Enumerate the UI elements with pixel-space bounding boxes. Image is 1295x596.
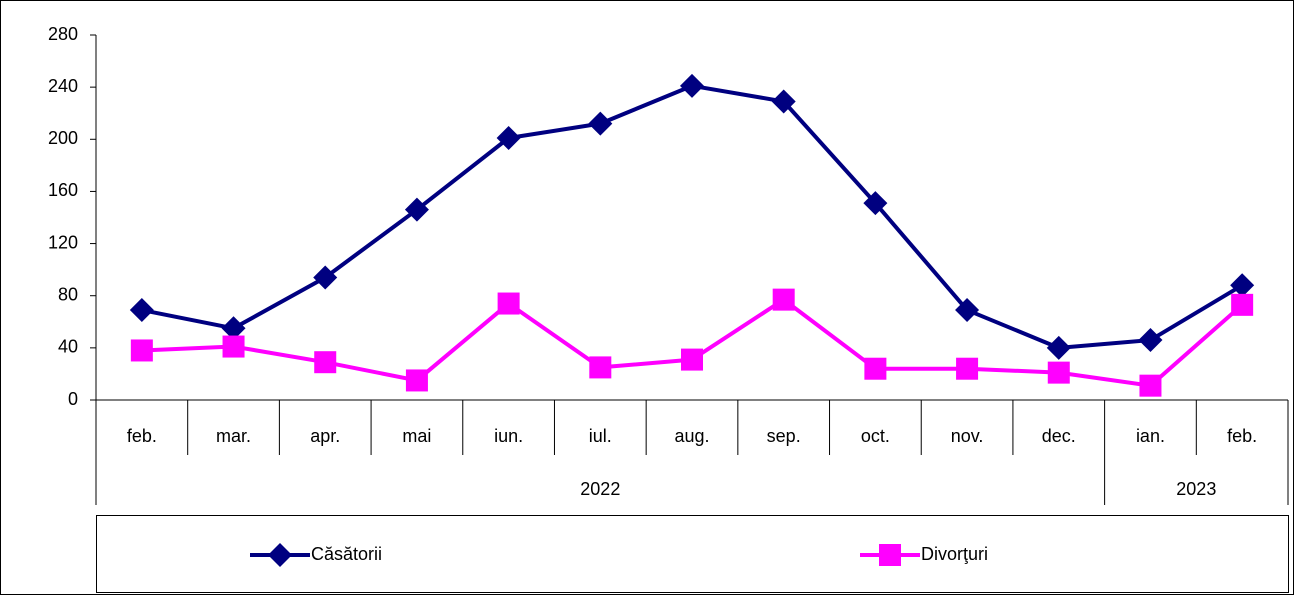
point	[863, 191, 888, 216]
point	[955, 298, 980, 323]
point	[588, 111, 613, 136]
point	[1046, 335, 1071, 360]
point	[680, 73, 704, 98]
x-tick-label: sep.	[767, 426, 801, 446]
point	[314, 351, 337, 374]
x-tick-label: feb.	[1227, 426, 1257, 446]
y-tick-label: 40	[58, 337, 78, 357]
y-tick-label: 120	[48, 232, 78, 252]
legend-label: Divorţuri	[921, 544, 988, 564]
y-tick-label: 0	[68, 389, 78, 409]
point	[405, 369, 428, 392]
x-tick-label: ian.	[1136, 426, 1165, 446]
group-label: 2023	[1176, 479, 1216, 499]
point	[221, 316, 246, 341]
legend-label: Căsătorii	[311, 544, 382, 564]
point	[1047, 361, 1070, 384]
point	[1230, 273, 1255, 298]
point	[129, 298, 154, 323]
point	[1139, 374, 1162, 397]
point	[1231, 293, 1254, 316]
point	[864, 357, 887, 380]
point	[222, 335, 245, 358]
x-tick-label: nov.	[951, 426, 984, 446]
point	[130, 339, 153, 362]
point	[496, 125, 521, 150]
x-tick-label: dec.	[1042, 426, 1076, 446]
point	[771, 89, 796, 114]
x-tick-label: feb.	[127, 426, 157, 446]
y-tick-label: 240	[48, 76, 78, 96]
point	[589, 356, 612, 379]
x-tick-label: iul.	[589, 426, 612, 446]
point	[497, 292, 520, 315]
x-tick-label: apr.	[310, 426, 340, 446]
legend-marker	[879, 544, 901, 566]
point	[313, 265, 338, 290]
point	[956, 357, 979, 380]
point	[681, 348, 703, 371]
x-tick-label: oct.	[861, 426, 890, 446]
point	[772, 288, 795, 311]
legend-marker	[268, 543, 292, 567]
point	[1138, 328, 1163, 353]
y-tick-label: 160	[48, 180, 78, 200]
y-tick-label: 200	[48, 128, 78, 148]
x-tick-label: mar.	[216, 426, 251, 446]
x-tick-label: mai	[402, 426, 431, 446]
x-tick-label: iun.	[494, 426, 523, 446]
y-tick-label: 280	[48, 24, 78, 44]
point	[404, 197, 429, 222]
y-tick-label: 80	[58, 284, 78, 304]
x-tick-label: aug.	[674, 426, 709, 446]
group-label: 2022	[580, 479, 620, 499]
